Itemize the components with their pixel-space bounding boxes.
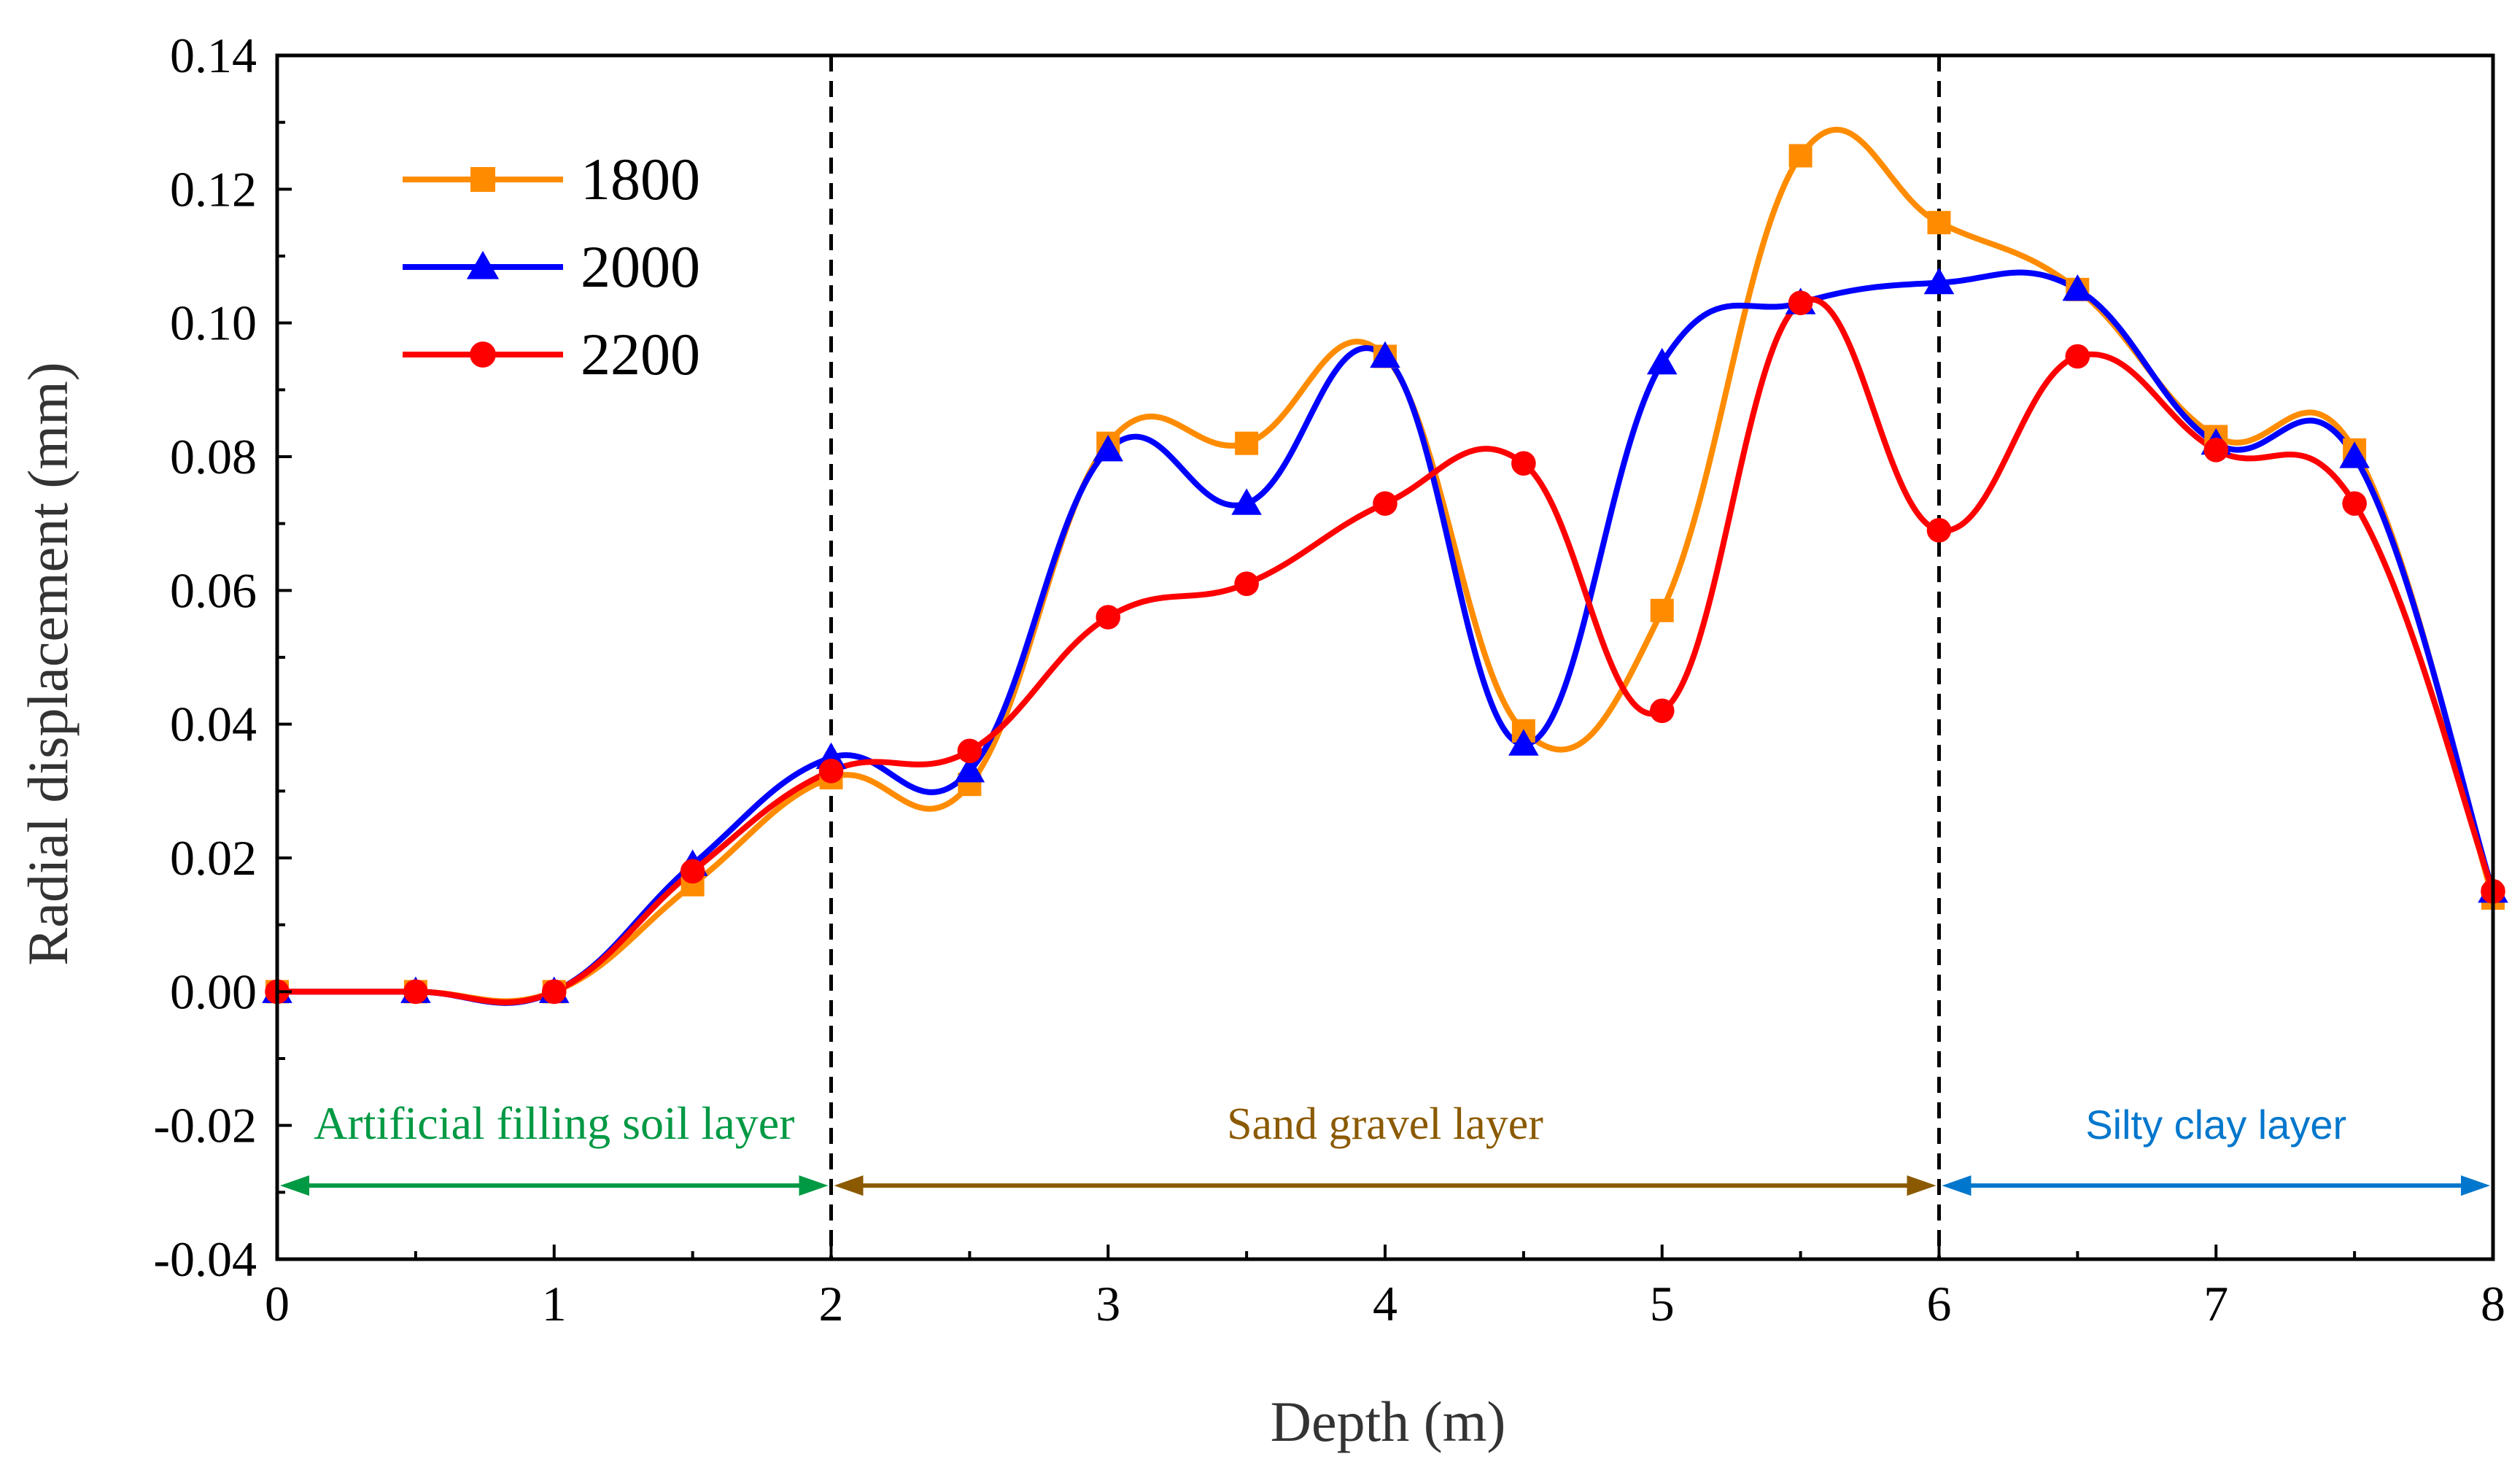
legend-marker [470, 341, 496, 368]
layer-arrow-head-right [1907, 1175, 1936, 1196]
x-tick-label: 0 [265, 1276, 290, 1331]
x-tick-label: 6 [1927, 1276, 1952, 1331]
x-tick-label: 5 [1650, 1276, 1675, 1331]
legend-label: 2000 [581, 233, 700, 300]
layer-arrow-head-left [1942, 1175, 1972, 1196]
x-tick-label: 7 [2203, 1276, 2228, 1331]
y-tick-label: 0.10 [170, 295, 257, 351]
y-tick-label: -0.02 [153, 1098, 257, 1153]
data-point-2200 [1926, 518, 1952, 543]
x-tick-label: 8 [2481, 1276, 2505, 1331]
data-point-2000 [1370, 341, 1400, 368]
layer-annotation-2: Sand gravel layer [834, 1099, 1936, 1196]
legend-label: 1800 [581, 146, 700, 212]
legend-label: 2200 [581, 321, 700, 387]
layer-arrow-head-left [834, 1175, 864, 1196]
layer-annotation-1: Artificial filling soil layer [280, 1097, 829, 1196]
data-point-2000 [1093, 435, 1124, 462]
data-point-2200 [957, 738, 982, 764]
data-point-2000 [2339, 441, 2370, 468]
data-point-2000 [1923, 267, 1955, 295]
data-point-2200 [2203, 438, 2229, 463]
data-point-2000 [2062, 274, 2093, 301]
data-point-2200 [1511, 451, 1536, 476]
y-tick-label: 0.02 [170, 830, 257, 886]
y-tick-label: 0.14 [170, 28, 257, 83]
data-point-2000 [1508, 729, 1539, 756]
layer-arrow-head-right [799, 1175, 829, 1196]
x-tick-label: 4 [1373, 1276, 1397, 1331]
legend-marker [470, 167, 495, 192]
layer-arrow-head-right [2461, 1175, 2490, 1196]
data-point-1800 [1788, 144, 1813, 168]
y-tick-label: 0.08 [170, 429, 257, 484]
series-line-2200 [279, 296, 2492, 1005]
legend-marker [466, 250, 500, 279]
layer-label: Sand gravel layer [1227, 1099, 1543, 1149]
data-point-2200 [818, 759, 844, 784]
data-point-1800 [1650, 598, 1674, 622]
data-point-2200 [1096, 605, 1121, 630]
data-point-2200 [1234, 571, 1259, 596]
legend-item-2000: 2000 [403, 233, 700, 300]
y-tick-label: 0.04 [170, 697, 257, 752]
layer-arrow-head-left [280, 1175, 309, 1196]
layer-label: Silty clay layer [2085, 1102, 2346, 1148]
layer-label: Artificial filling soil layer [314, 1097, 794, 1149]
data-point-1800 [1235, 431, 1259, 455]
data-point-2000 [1646, 347, 1678, 375]
data-point-2200 [2065, 344, 2090, 369]
x-tick-label: 2 [819, 1276, 844, 1331]
y-tick-label: -0.04 [153, 1231, 257, 1287]
y-axis-label: Radial displacement (mm) [16, 362, 80, 965]
data-point-1800 [1927, 211, 1951, 235]
legend-item-1800: 1800 [403, 146, 700, 212]
layer-annotation-3: Silty clay layer [1942, 1102, 2490, 1196]
data-point-2200 [403, 979, 428, 1005]
x-tick-label: 1 [542, 1276, 567, 1331]
data-point-2200 [2342, 491, 2367, 516]
data-point-2000 [1231, 488, 1262, 515]
data-point-2200 [1788, 290, 1813, 315]
y-tick-label: 0.06 [170, 562, 257, 618]
data-point-2200 [1649, 698, 1675, 724]
x-tick-label: 3 [1096, 1276, 1120, 1331]
legend-item-2200: 2200 [403, 321, 700, 387]
series-line-2000 [279, 269, 2492, 1006]
x-axis-label: Depth (m) [1271, 1390, 1506, 1453]
data-point-2200 [680, 859, 705, 884]
data-point-2200 [541, 979, 567, 1005]
y-tick-label: 0.12 [170, 161, 257, 217]
data-point-2200 [1373, 491, 1397, 516]
y-tick-label: 0.00 [170, 964, 257, 1019]
data-point-2000 [954, 756, 985, 783]
